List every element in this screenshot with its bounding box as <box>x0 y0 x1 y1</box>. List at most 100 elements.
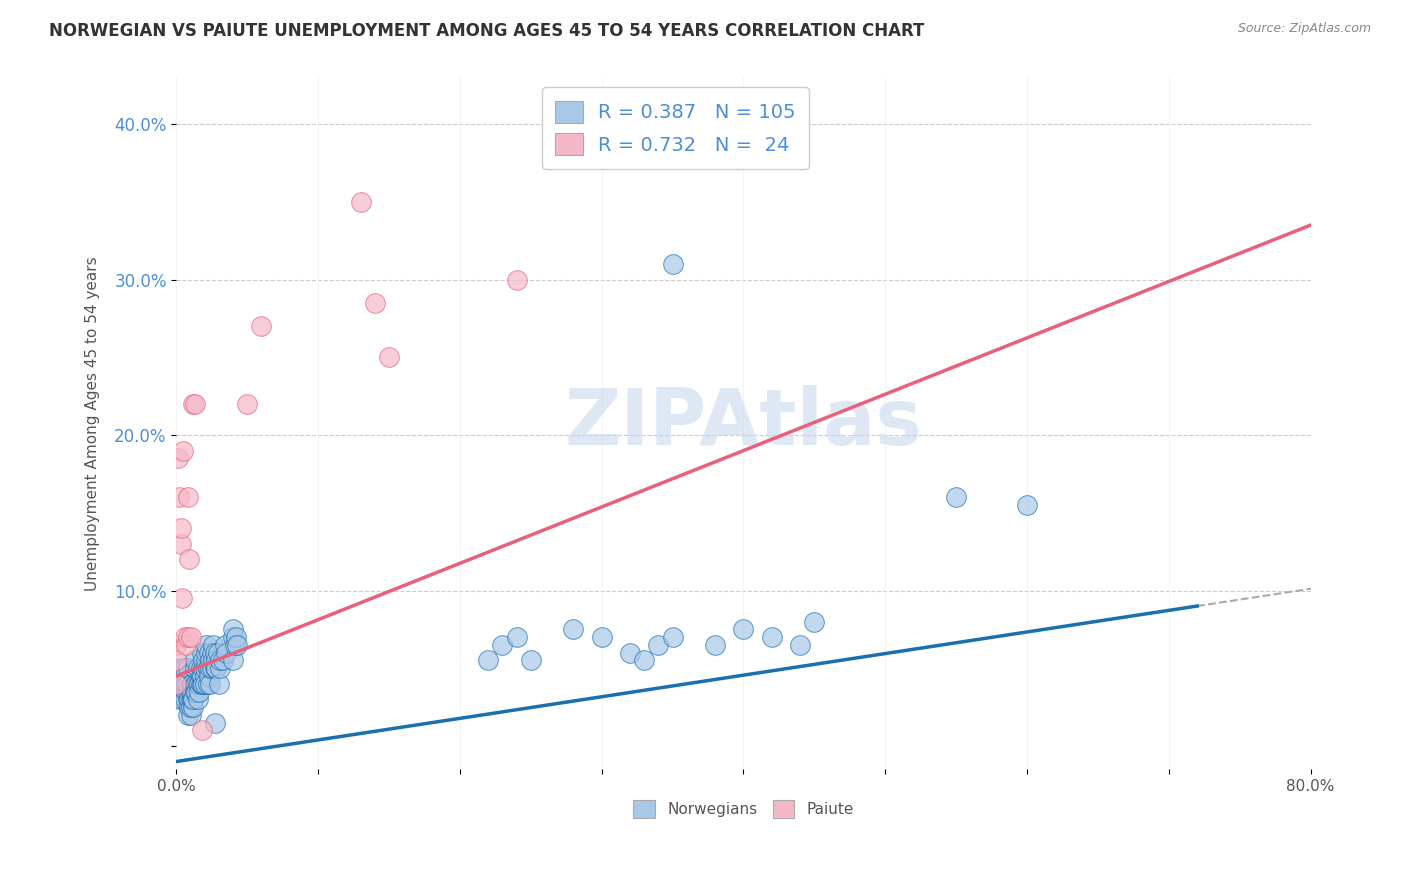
Point <box>190 661 212 675</box>
Point <box>172 684 194 698</box>
Text: ZIPAtlas: ZIPAtlas <box>565 385 922 461</box>
Point <box>174 661 197 675</box>
Point <box>180 692 202 706</box>
Point <box>505 630 527 644</box>
Point <box>166 451 188 466</box>
Point <box>197 677 219 691</box>
Point <box>183 692 205 706</box>
Point <box>187 661 209 675</box>
Point <box>209 661 232 675</box>
Point <box>207 646 229 660</box>
Point <box>733 623 755 637</box>
Point <box>194 677 217 691</box>
Point <box>200 653 222 667</box>
Point <box>177 684 200 698</box>
Point <box>169 677 191 691</box>
Point <box>184 677 207 691</box>
Point <box>177 630 200 644</box>
Point <box>188 677 211 691</box>
Point <box>173 443 195 458</box>
Point <box>562 623 585 637</box>
Point <box>761 630 783 644</box>
Point <box>187 677 209 691</box>
Point <box>591 630 613 644</box>
Point <box>167 692 190 706</box>
Point <box>179 692 201 706</box>
Point <box>200 677 222 691</box>
Point <box>179 552 201 566</box>
Point <box>945 490 967 504</box>
Point <box>172 591 194 606</box>
Point <box>190 677 212 691</box>
Point <box>179 700 201 714</box>
Point <box>190 669 212 683</box>
Point <box>704 638 727 652</box>
Point <box>197 661 219 675</box>
Point <box>183 700 205 714</box>
Point <box>619 646 641 660</box>
Point <box>204 715 226 730</box>
Point <box>215 646 238 660</box>
Point <box>647 638 669 652</box>
Point <box>169 537 191 551</box>
Point <box>187 692 209 706</box>
Point <box>204 661 226 675</box>
Point <box>180 700 202 714</box>
Point <box>212 653 235 667</box>
Point <box>184 684 207 698</box>
Point <box>222 630 245 644</box>
Point <box>191 646 214 660</box>
Point <box>195 653 218 667</box>
Point <box>184 397 207 411</box>
Point <box>661 257 683 271</box>
Point <box>188 684 211 698</box>
Point <box>236 397 259 411</box>
Point <box>194 661 217 675</box>
Point <box>803 615 825 629</box>
Point <box>174 677 197 691</box>
Point <box>505 272 527 286</box>
Point <box>169 669 191 683</box>
Point <box>209 653 232 667</box>
Point <box>201 661 224 675</box>
Point <box>364 296 387 310</box>
Point <box>180 630 202 644</box>
Point <box>176 638 198 652</box>
Point <box>193 661 215 675</box>
Point <box>165 677 187 691</box>
Point <box>1015 498 1038 512</box>
Point <box>181 677 204 691</box>
Point <box>197 661 219 675</box>
Legend: Norwegians, Paiute: Norwegians, Paiute <box>627 794 859 824</box>
Point <box>173 661 195 675</box>
Point <box>789 638 811 652</box>
Point <box>183 397 205 411</box>
Point <box>205 653 228 667</box>
Point <box>193 653 215 667</box>
Point <box>176 684 198 698</box>
Y-axis label: Unemployment Among Ages 45 to 54 years: Unemployment Among Ages 45 to 54 years <box>86 256 100 591</box>
Text: Source: ZipAtlas.com: Source: ZipAtlas.com <box>1237 22 1371 36</box>
Point <box>177 490 200 504</box>
Point <box>167 490 190 504</box>
Point <box>177 677 200 691</box>
Point <box>378 351 401 365</box>
Point <box>180 677 202 691</box>
Point <box>186 677 208 691</box>
Point <box>205 661 228 675</box>
Point <box>491 638 513 652</box>
Point <box>177 692 200 706</box>
Point <box>174 692 197 706</box>
Point <box>177 661 200 675</box>
Point <box>350 194 373 209</box>
Point <box>172 692 194 706</box>
Point <box>198 669 221 683</box>
Point <box>173 677 195 691</box>
Point <box>184 653 207 667</box>
Point <box>177 707 200 722</box>
Point <box>195 646 218 660</box>
Point <box>193 677 215 691</box>
Point <box>201 646 224 660</box>
Point <box>191 669 214 683</box>
Point <box>165 661 187 675</box>
